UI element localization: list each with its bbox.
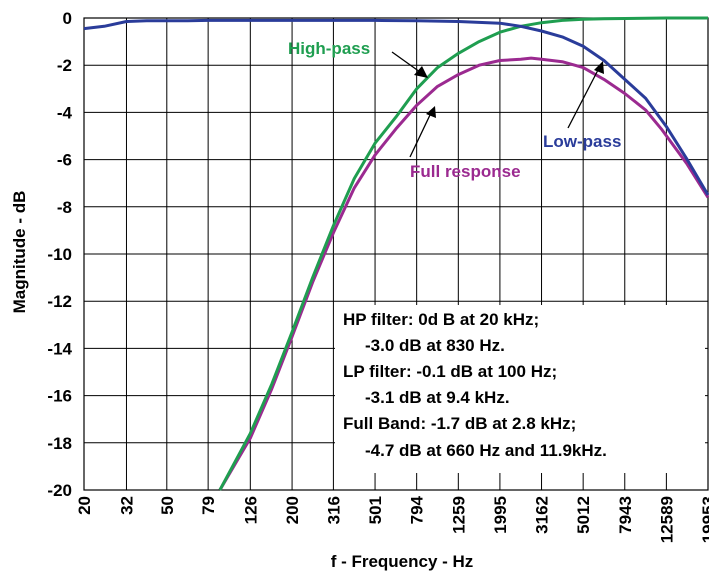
y-tick-label: -4 xyxy=(57,103,73,122)
note-line-2: -3.0 dB at 830 Hz. xyxy=(365,336,505,355)
x-tick-label: 1259 xyxy=(449,496,468,534)
x-tick-label: 20 xyxy=(75,496,94,515)
x-tick-labels: 20 32 50 79 126 200 316 501 794 1259 1995 3162 5012 7… xyxy=(75,495,709,543)
x-tick-label: 200 xyxy=(283,496,302,524)
y-tick-label: -14 xyxy=(47,339,72,358)
y-axis-title: Magnitude - dB xyxy=(10,191,29,314)
x-tick-label: 79 xyxy=(199,496,218,515)
x-tick-label: 32 xyxy=(117,496,136,515)
full-response-leader xyxy=(409,114,431,158)
x-tick-label: 7943 xyxy=(616,496,635,534)
series-lines xyxy=(83,16,709,491)
x-tick-label: 50 xyxy=(158,496,177,515)
plot-frame xyxy=(83,17,709,491)
notes-box xyxy=(335,305,705,473)
high-pass-arrowhead xyxy=(414,66,428,78)
note-line-3: LP filter: -0.1 dB at 100 Hz; xyxy=(343,362,557,381)
label-full-response: Full response xyxy=(410,162,521,181)
label-low-pass: Low-pass xyxy=(543,132,621,151)
x-tick-label: 794 xyxy=(408,495,427,524)
y-tick-label: -10 xyxy=(47,245,72,264)
series-line-low-pass xyxy=(83,18,709,196)
note-line-5: Full Band: -1.7 dB at 2.8 kHz; xyxy=(343,414,576,433)
high-pass-leader xyxy=(391,51,421,73)
full-response-arrowhead xyxy=(426,106,436,118)
x-axis-title: f - Frequency - Hz xyxy=(331,552,474,571)
series-line-full-response xyxy=(218,56,709,491)
y-tick-label: -12 xyxy=(47,292,72,311)
x-tick-label: 5012 xyxy=(574,496,593,534)
y-tick-labels: 0 -2 -4 -6 -8 -10 -12 -14 -16 -18 -20 xyxy=(47,9,72,500)
x-tick-label: 316 xyxy=(324,496,343,524)
x-tick-label: 3162 xyxy=(533,496,552,534)
y-tick-label: -20 xyxy=(47,481,72,500)
y-tick-label: -2 xyxy=(57,56,72,75)
x-tick-label: 501 xyxy=(366,496,385,524)
label-high-pass: High-pass xyxy=(288,39,370,58)
x-tick-label: 12589 xyxy=(657,496,676,543)
low-pass-leader xyxy=(567,69,599,129)
x-tick-label: 19953 xyxy=(699,496,709,543)
y-tick-label: -8 xyxy=(57,198,72,217)
low-pass-arrowhead xyxy=(594,61,604,74)
note-line-1: HP filter: 0d B at 20 kHz; xyxy=(343,310,539,329)
y-tick-label: -16 xyxy=(47,387,72,406)
series-line-high-pass xyxy=(218,16,708,491)
note-line-4: -3.1 dB at 9.4 kHz. xyxy=(365,388,510,407)
y-tick-label: -18 xyxy=(47,434,72,453)
x-tick-label: 126 xyxy=(241,496,260,524)
note-line-6: -4.7 dB at 660 Hz and 11.9kHz. xyxy=(365,441,607,460)
y-tick-label: 0 xyxy=(63,9,72,28)
x-tick-label: 1995 xyxy=(491,496,510,534)
y-tick-label: -6 xyxy=(57,151,72,170)
